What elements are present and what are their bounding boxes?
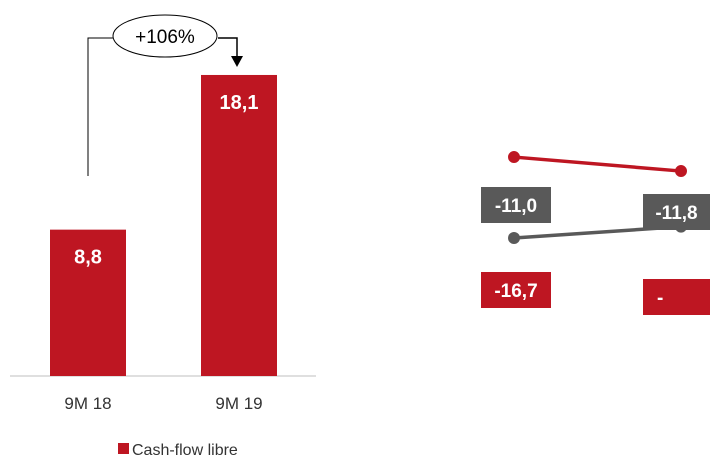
growth-arrow-icon (231, 56, 243, 67)
series-point (508, 151, 520, 164)
growth-bubble (112, 14, 218, 58)
growth-label: +106% (135, 27, 195, 48)
growth-annotation: +106% (87, 14, 243, 176)
value-badge-label: -11,8 (655, 203, 697, 224)
value-badge (481, 272, 551, 308)
line-series-1: -11,0 -11,8 (481, 187, 710, 244)
legend-label: Cash-flow libre (132, 442, 238, 459)
bar-value-label: 18,1 (220, 92, 259, 114)
growth-connector-line (87, 37, 113, 176)
series-line (513, 155, 682, 173)
category-label: 9M 18 (64, 394, 111, 413)
bar-value-label: 8,8 (74, 247, 102, 269)
bar-2 (201, 74, 277, 377)
series-point (508, 232, 520, 244)
growth-connector-line-right (218, 37, 238, 58)
legend: Cash-flow libre (118, 442, 238, 459)
value-badge-label: -11,0 (495, 196, 537, 217)
value-badge-label: - (657, 288, 663, 309)
line-series-2: -16,7 - (481, 151, 710, 315)
line-chart: -11,0 -11,8 -16,7 - (481, 151, 710, 315)
category-labels: 9M 18 9M 19 (64, 394, 262, 413)
value-badge (481, 187, 551, 223)
series-point (675, 165, 687, 178)
value-badge-label: -16,7 (494, 281, 537, 302)
bar-chart: 8,8 18,1 9M 18 9M 19 (10, 74, 316, 413)
bar-value-labels: 8,8 18,1 (74, 92, 258, 269)
legend-swatch (118, 443, 129, 454)
bar-1 (50, 229, 126, 376)
value-badge (643, 194, 710, 230)
bars-group (50, 74, 277, 377)
value-badge (643, 279, 710, 315)
category-label: 9M 19 (215, 394, 262, 413)
